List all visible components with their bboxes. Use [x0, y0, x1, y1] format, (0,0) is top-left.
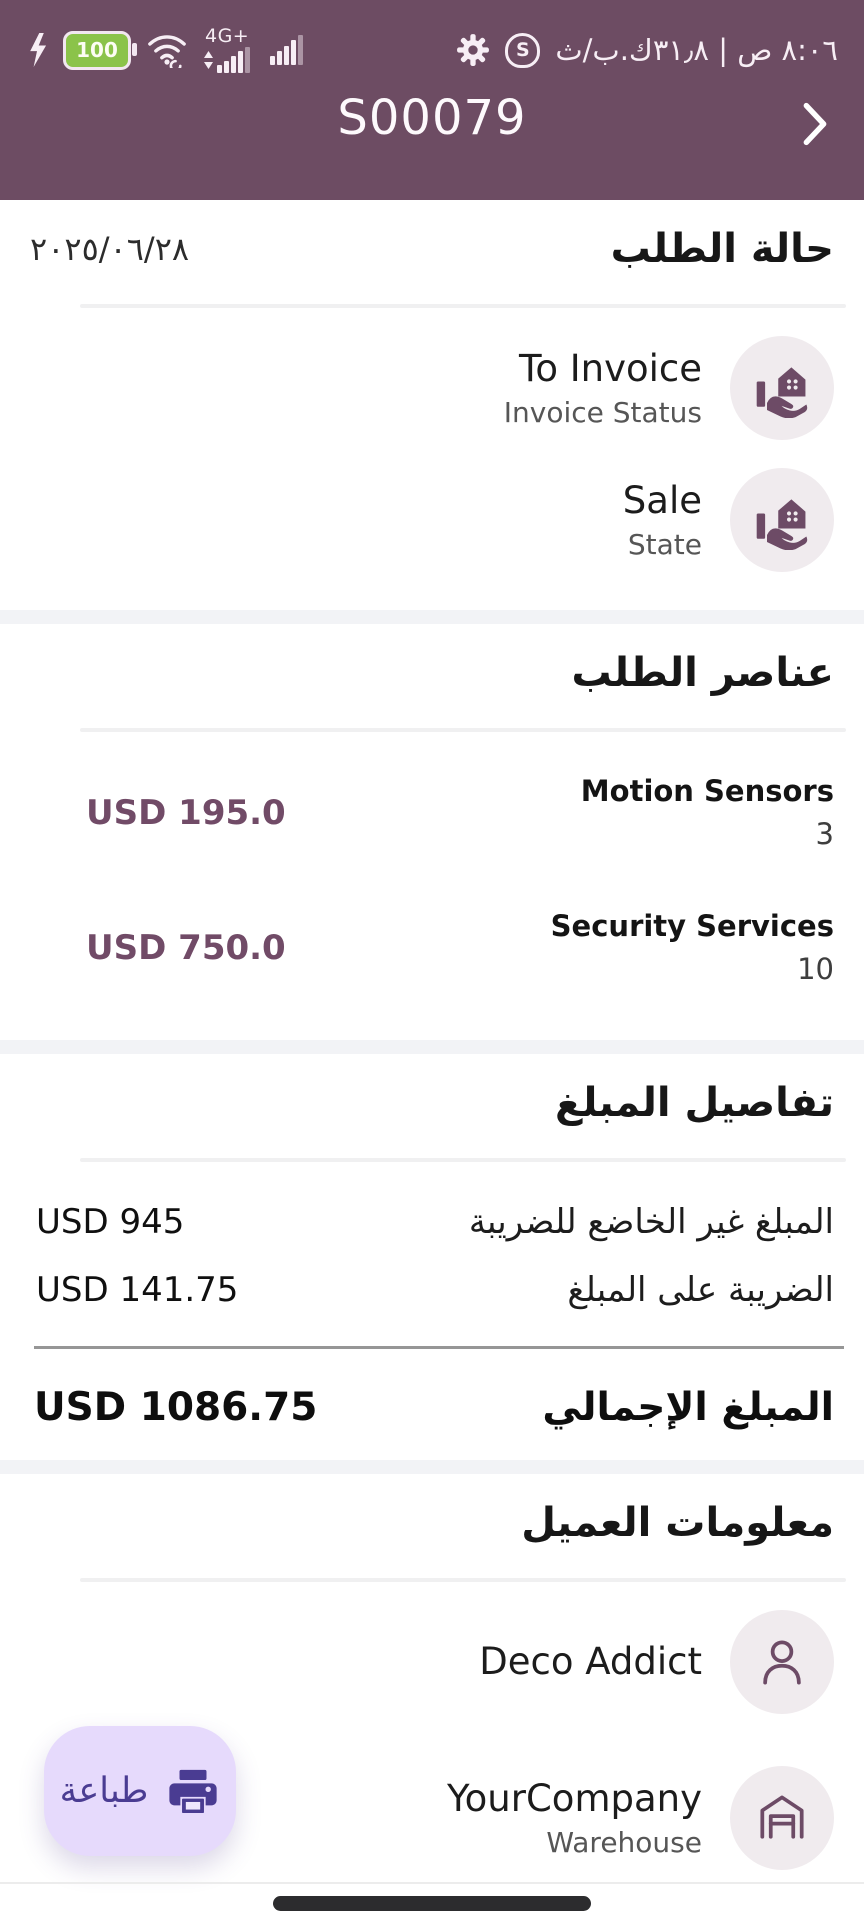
amount-details-section: تفاصيل المبلغ المبلغ غير الخاضع للضريبة … — [0, 1054, 864, 1430]
order-item-quantity: 3 — [815, 817, 834, 851]
order-item-quantity: 10 — [797, 952, 834, 986]
print-button-label: طباعة — [59, 1771, 149, 1810]
order-items-section: عناصر الطلب Motion Sensors 3 USD 195.0 S… — [0, 624, 864, 986]
warehouse-icon — [760, 1795, 804, 1839]
mobile-network-indicator: 4G+ — [203, 27, 255, 73]
untaxed-amount-label: المبلغ غير الخاضع للضريبة — [468, 1202, 834, 1242]
total-amount-label: المبلغ الإجمالي — [542, 1385, 834, 1430]
order-status-header: حالة الطلب ٢٠٢٥/٠٦/٢٨ — [0, 200, 864, 272]
wifi-icon — [148, 35, 186, 68]
battery-level: 100 — [76, 38, 118, 62]
bottom-divider — [0, 1882, 864, 1884]
customer-row: Deco Addict — [0, 1610, 864, 1714]
section-title-customer-info: معلومات العميل — [521, 1500, 834, 1546]
amount-details-header: تفاصيل المبلغ — [0, 1054, 864, 1126]
print-button[interactable]: طباعة — [44, 1726, 236, 1856]
speed-monitor-icon: S — [505, 32, 541, 68]
order-item-row: Security Services 10 USD 750.0 — [0, 909, 864, 986]
order-item-price: USD 750.0 — [86, 927, 286, 968]
section-title-order-items: عناصر الطلب — [571, 650, 835, 696]
page-title: S00079 — [337, 90, 527, 146]
status-bar-left: 100 4G+ — [26, 27, 310, 73]
section-title-order-status: حالة الطلب — [610, 226, 834, 272]
mobile-signal-icon-2 — [270, 35, 303, 65]
gear-icon — [457, 34, 490, 66]
section-band — [0, 1040, 864, 1054]
order-item-name: Security Services — [550, 909, 834, 943]
printer-icon — [169, 1769, 217, 1813]
order-item-info: Security Services 10 — [551, 909, 834, 986]
customer-info-header: معلومات العميل — [0, 1474, 864, 1546]
tax-amount-label: الضريبة على المبلغ — [567, 1270, 834, 1310]
divider — [80, 1158, 846, 1162]
order-status-section: حالة الطلب ٢٠٢٥/٠٦/٢٨ — [0, 200, 864, 572]
order-item-price: USD 195.0 — [86, 792, 286, 833]
back-chevron-icon[interactable] — [792, 98, 838, 153]
status-bar: 100 4G+ — [0, 0, 864, 86]
divider — [80, 728, 846, 732]
battery-icon: 100 — [63, 30, 137, 70]
network-type-label: 4G+ — [205, 25, 250, 47]
order-items-header: عناصر الطلب — [0, 624, 864, 696]
total-amount-row: المبلغ الإجمالي USD 1086.75 — [0, 1385, 864, 1430]
order-item-row: Motion Sensors 3 USD 195.0 — [0, 774, 864, 851]
warehouse-badge — [730, 1766, 834, 1870]
tax-amount-value: USD 141.75 — [36, 1270, 239, 1310]
order-date: ٢٠٢٥/٠٦/٢٨ — [30, 230, 190, 268]
app-bar: 100 4G+ — [0, 0, 864, 200]
divider — [80, 304, 846, 308]
order-item-name: Motion Sensors — [580, 774, 834, 808]
divider — [80, 1578, 846, 1582]
warehouse-texts: YourCompany Warehouse — [447, 1777, 702, 1859]
invoice-status-texts: To Invoice Invoice Status — [504, 347, 702, 429]
invoice-status-badge — [730, 336, 834, 440]
invoice-status-value: To Invoice — [519, 346, 702, 390]
mobile-signal-icon — [204, 47, 250, 73]
home-indicator[interactable] — [273, 1896, 591, 1911]
header: S00079 — [0, 86, 864, 200]
hand-holding-house-icon — [756, 367, 808, 418]
invoice-status-label: Invoice Status — [503, 396, 702, 430]
hand-holding-house-icon — [756, 499, 808, 550]
speed-monitor-glyph: S — [516, 39, 530, 61]
status-bar-right: S ٨:٠٦ ص | ٣١٫٨ك.ب/ث — [456, 32, 838, 68]
state-texts: Sale State — [623, 479, 702, 561]
company-name: YourCompany — [446, 1776, 702, 1820]
charging-bolt-icon — [30, 33, 47, 67]
total-amount-value: USD 1086.75 — [34, 1385, 318, 1430]
person-icon — [763, 1640, 801, 1685]
customer-name: Deco Addict — [479, 1639, 702, 1683]
state-value: Sale — [622, 478, 702, 522]
warehouse-row: YourCompany Warehouse — [0, 1766, 864, 1870]
customer-badge — [730, 1610, 834, 1714]
total-divider — [34, 1346, 844, 1349]
tax-amount-row: الضريبة على المبلغ USD 141.75 — [0, 1270, 864, 1310]
state-row: Sale State — [0, 468, 864, 572]
untaxed-amount-row: المبلغ غير الخاضع للضريبة USD 945 — [0, 1202, 864, 1242]
untaxed-amount-value: USD 945 — [36, 1202, 185, 1242]
status-time-speed-text: ٨:٠٦ ص | ٣١٫٨ك.ب/ث — [555, 33, 838, 67]
state-badge — [730, 468, 834, 572]
customer-texts: Deco Addict — [479, 1640, 702, 1684]
invoice-status-row: To Invoice Invoice Status — [0, 336, 864, 440]
section-band — [0, 1460, 864, 1474]
state-label: State — [627, 528, 702, 562]
customer-info-section: معلومات العميل Deco Addict — [0, 1474, 864, 1870]
warehouse-label: Warehouse — [546, 1826, 702, 1860]
order-item-info: Motion Sensors 3 — [581, 774, 834, 851]
section-title-amount-details: تفاصيل المبلغ — [555, 1080, 834, 1126]
section-band — [0, 610, 864, 624]
